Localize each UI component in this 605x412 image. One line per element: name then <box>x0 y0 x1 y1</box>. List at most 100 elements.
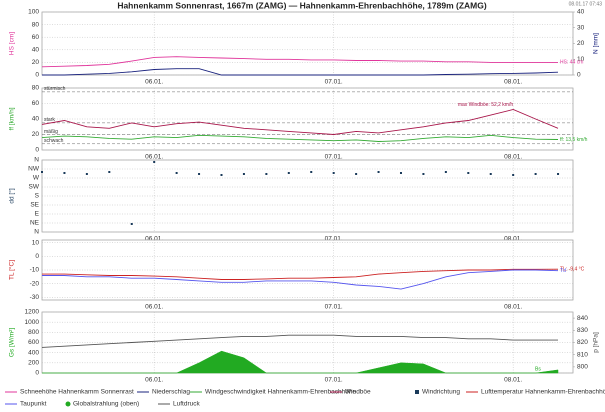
y-axis-label: Gs [W/m²] <box>9 328 16 357</box>
y-tick-label: 60 <box>32 34 40 41</box>
panel-frame <box>41 11 574 76</box>
direction-point <box>399 172 402 174</box>
direction-point <box>242 173 245 175</box>
y2-axis-label: N [mm] <box>593 33 600 54</box>
legend-label: Lufttemperatur Hahnenkamm-Ehrenbachhöhe <box>481 389 605 396</box>
legend-swatch <box>415 390 419 394</box>
direction-point <box>444 171 447 173</box>
x-tick-label: 07.01. <box>325 154 343 161</box>
direction-point <box>265 173 268 175</box>
x-tick-label: 07.01. <box>325 236 343 243</box>
x-tick-label: 08.01. <box>504 79 522 86</box>
note: Bs <box>535 366 541 372</box>
x-tick-label: 06.01. <box>145 304 163 311</box>
y-tick-label: SW <box>29 184 40 191</box>
direction-point <box>130 223 133 225</box>
direction-point <box>41 171 43 173</box>
legend-label: Luftdruck <box>173 401 200 408</box>
timestamp: 08.01.17 07:43 <box>569 1 603 7</box>
y2-tick-label: 810 <box>577 351 588 358</box>
legend-label: Globalstrahlung (oben) <box>73 401 139 408</box>
y-tick-label: 200 <box>28 360 39 367</box>
legend-label: Niederschlag <box>152 389 190 396</box>
direction-point <box>85 173 88 175</box>
direction-point <box>422 173 425 175</box>
y-tick-label: 800 <box>28 329 39 336</box>
line <box>42 268 559 280</box>
y-tick-label: SE <box>30 202 39 209</box>
y-tick-label: NE <box>30 220 40 227</box>
chart-title: Hahnenkamm Sonnenrast, 1667m (ZAMG) — Ha… <box>117 0 487 10</box>
y2-tick-label: 10 <box>577 56 585 63</box>
legend-label: Windgeschwindigkeit Hahnenkamm-Ehrenbach… <box>205 389 356 396</box>
level-label: mäßig <box>44 129 58 135</box>
legend-label: Schneehöhe Hahnenkamm Sonnenrast <box>20 389 134 396</box>
line <box>41 56 558 68</box>
y-tick-label: 80 <box>32 85 40 92</box>
direction-point <box>108 171 111 173</box>
y-tick-label: -10 <box>30 267 40 274</box>
y2-tick-label: 20 <box>577 40 585 47</box>
x-tick-label: 06.01. <box>145 377 163 384</box>
y-tick-label: 60 <box>32 100 40 107</box>
x-tick-label: 06.01. <box>145 79 163 86</box>
end-label: HS: 44 cm <box>560 60 583 66</box>
x-tick-label: 08.01. <box>504 154 522 161</box>
x-tick-label: 06.01. <box>145 236 163 243</box>
y2-tick-label: 840 <box>577 315 588 322</box>
x-tick-label: 08.01. <box>504 304 522 311</box>
y-tick-label: -30 <box>30 294 40 301</box>
y-tick-label: 40 <box>32 116 40 123</box>
legend-swatch <box>65 401 71 407</box>
end-label: ff: 13,5 km/h <box>560 137 588 143</box>
x-tick-label: 06.01. <box>145 154 163 161</box>
y2-tick-label: 820 <box>577 339 588 346</box>
legend-label: Taupunkt <box>20 401 47 408</box>
direction-point <box>489 173 492 175</box>
y-tick-label: 0 <box>35 370 39 377</box>
level-label: schwach <box>44 138 64 144</box>
level-label: stark <box>44 117 55 123</box>
y-tick-label: NW <box>28 166 40 173</box>
area <box>42 350 559 374</box>
direction-point <box>153 161 156 163</box>
line <box>42 68 559 76</box>
direction-point <box>467 172 470 174</box>
y-axis-label: HS [cm] <box>9 32 16 55</box>
y2-tick-label: 800 <box>577 364 588 371</box>
direction-point <box>512 174 515 176</box>
direction-point <box>332 172 335 174</box>
y2-tick-label: 40 <box>577 9 585 16</box>
y2-tick-label: 30 <box>577 24 585 31</box>
y-tick-label: S <box>35 193 40 200</box>
y-tick-label: 20 <box>32 131 40 138</box>
y2-tick-label: 830 <box>577 327 588 334</box>
y-axis-label: TL [°C] <box>8 260 16 280</box>
y-axis-label: ff [km/h] <box>9 107 16 130</box>
x-tick-label: 07.01. <box>325 304 343 311</box>
y-tick-label: 600 <box>28 339 39 346</box>
end-label: Td <box>560 268 566 274</box>
y-tick-label: 10 <box>32 239 40 246</box>
y-tick-label: 40 <box>32 47 40 54</box>
direction-point <box>287 172 290 174</box>
direction-point <box>175 172 178 174</box>
direction-point <box>377 171 380 173</box>
y-tick-label: 0 <box>35 253 39 260</box>
y2-tick-label: 0 <box>577 72 581 79</box>
x-tick-label: 08.01. <box>504 236 522 243</box>
y2-axis-label: p [hPa] <box>593 332 600 353</box>
direction-point <box>63 172 66 174</box>
y-tick-label: 20 <box>32 59 40 66</box>
y-tick-label: 400 <box>28 349 39 356</box>
y-tick-label: N <box>34 157 39 164</box>
y-tick-label: 0 <box>35 72 39 79</box>
x-tick-label: 07.01. <box>325 79 343 86</box>
y-tick-label: 1200 <box>25 309 40 316</box>
direction-point <box>557 173 560 175</box>
y-tick-label: E <box>35 211 40 218</box>
line <box>41 109 559 135</box>
y-axis-label: dd [°] <box>8 188 16 203</box>
direction-point <box>355 173 358 175</box>
